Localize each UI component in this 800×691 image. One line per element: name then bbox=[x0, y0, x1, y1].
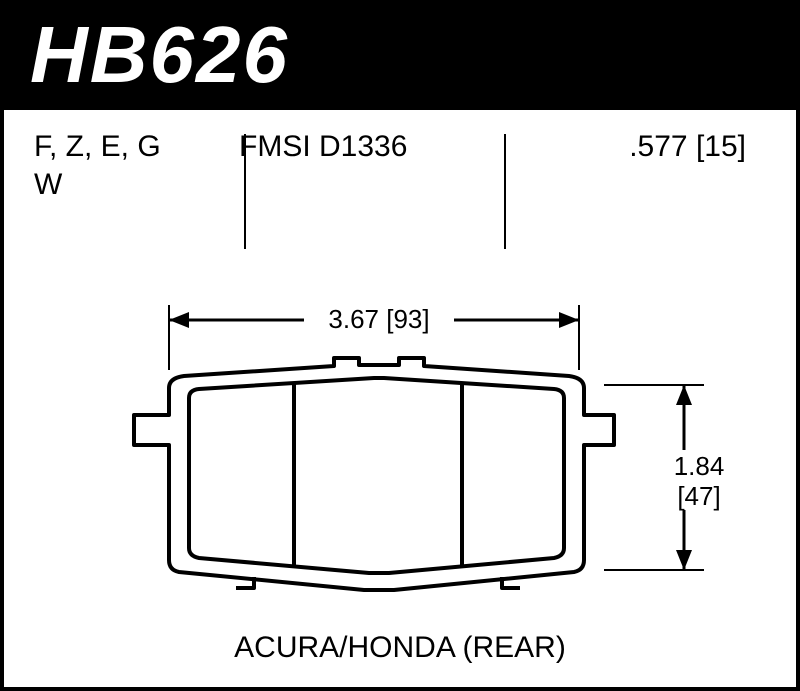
spec-row: F, Z, E, G W FMSI D1336 .577 [15] bbox=[4, 110, 796, 203]
brake-pad-diagram: 3.67 [93] 1.84 [47] bbox=[4, 270, 796, 620]
height-mm: [47] bbox=[677, 481, 720, 511]
header-bar: HB626 bbox=[0, 0, 800, 110]
svg-text:[47]: [47] bbox=[677, 481, 720, 511]
fmsi-column: FMSI D1336 bbox=[239, 128, 494, 203]
content-frame: F, Z, E, G W FMSI D1336 .577 [15] 3.67 bbox=[0, 110, 800, 691]
compounds-line2: W bbox=[34, 166, 239, 204]
thickness-column: .577 [15] bbox=[494, 128, 766, 203]
spec-divider-1 bbox=[244, 134, 246, 249]
compounds-column: F, Z, E, G W bbox=[34, 128, 239, 203]
height-in: 1.84 bbox=[674, 451, 725, 481]
thickness-in: .577 bbox=[629, 130, 687, 163]
thickness-mm: [15] bbox=[696, 130, 746, 163]
compounds-line1: F, Z, E, G bbox=[34, 128, 239, 166]
application-label: ACURA/HONDA (REAR) bbox=[4, 631, 796, 665]
brake-pad-shape bbox=[134, 358, 614, 590]
width-in: 3.67 bbox=[328, 304, 379, 334]
part-number-title: HB626 bbox=[30, 9, 289, 101]
svg-text:1.84: 1.84 bbox=[674, 451, 725, 481]
spec-divider-2 bbox=[504, 134, 506, 249]
width-dimension: 3.67 [93] bbox=[169, 300, 579, 370]
height-dimension: 1.84 [47] bbox=[604, 385, 734, 570]
svg-text:3.67 [93: 3.67 [93] bbox=[328, 304, 429, 334]
width-mm: [93] bbox=[386, 304, 429, 334]
fmsi-value: FMSI D1336 bbox=[239, 130, 407, 163]
